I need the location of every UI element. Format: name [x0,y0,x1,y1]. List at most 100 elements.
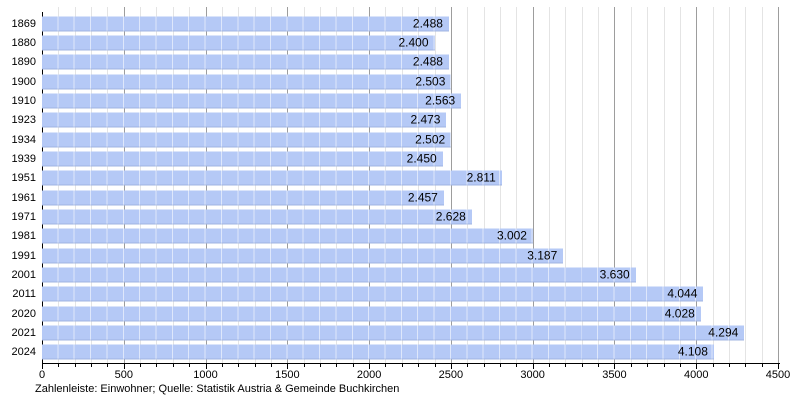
bar-value-label: 4.028 [664,306,695,321]
gridline-minor [630,7,632,363]
x-axis-tick [74,364,76,367]
bar-row: 2.563 [42,91,778,110]
x-axis-tick [630,364,632,367]
x-axis-tick [696,364,698,369]
bar-value-label: 2.563 [425,93,456,108]
bar-row: 2.457 [42,188,778,207]
bar-value-label: 2.488 [412,16,443,31]
bar-value-label: 2.488 [412,54,443,69]
x-axis-tick [156,364,158,367]
gridline-minor [728,7,730,363]
x-axis-tick [303,364,305,367]
x-axis-tick [565,364,567,367]
y-axis-label: 1991 [11,249,36,262]
x-axis-tick-labels: 0 500 1000 1500 2000 2500 3000 3500 4000 4500 [39,369,790,382]
x-axis-tick-label: 4500 [765,369,791,381]
x-axis-tick [516,364,518,367]
x-axis-tick [123,364,125,369]
y-axis-label: 2011 [12,288,36,301]
bar-value-label: 3.187 [527,248,558,263]
x-axis-tick [614,364,616,369]
y-axis-label: 2021 [11,326,36,339]
bar-row: 4.294 [42,323,778,342]
bar-row: 3.630 [42,265,778,284]
x-axis-tick [172,364,174,367]
x-axis-tick [745,364,747,367]
x-axis-tick [712,364,714,367]
population-bar: 3.187 [42,248,564,264]
x-axis-tick [450,364,452,369]
gridline-minor [549,7,551,363]
bar-row: 2.811 [42,169,778,188]
population-bar: 2.457 [42,190,444,206]
x-axis-tick-label: 3000 [520,369,545,381]
y-axis-label: 1951 [11,172,36,185]
bar-row: 3.002 [42,227,778,246]
x-axis-tick [107,364,109,367]
population-bar: 2.502 [42,132,452,148]
bar-value-label: 2.450 [406,151,437,166]
bar-value-label: 3.630 [599,267,630,282]
y-axis-label: 1900 [11,75,36,88]
x-axis-tick [385,364,387,367]
bar-value-label: 2.811 [466,170,496,185]
gridline-minor [598,7,600,363]
gridline-minor [565,7,567,363]
x-axis-tick [549,364,551,367]
x-axis-tick [581,364,583,367]
x-axis-tick-label: 1500 [275,369,300,381]
x-axis-tick [205,364,207,369]
x-axis-line [42,363,780,364]
population-bar: 2.628 [42,209,472,225]
y-axis-label: 2020 [11,307,36,320]
x-axis-tick-label: 1000 [193,369,218,381]
x-axis-tick [532,364,534,369]
bar-row: 2.473 [42,111,778,130]
population-bar: 2.488 [42,54,449,70]
x-axis-tick [647,364,649,367]
bar-value-label: 2.502 [415,132,446,147]
bar-value-label: 2.628 [435,209,466,224]
gridline-minor [663,7,665,363]
x-axis-tick [270,364,272,367]
x-axis-tick-label: 3500 [602,369,627,381]
x-axis-tick [58,364,60,367]
x-axis-ticks [42,363,779,369]
population-bar: 2.811 [42,170,502,186]
bar-value-label: 2.400 [398,35,429,50]
x-axis-tick [761,364,763,367]
x-axis-tick [320,364,322,367]
y-axis-label: 1910 [11,94,36,107]
bar-value-label: 4.294 [708,325,739,340]
x-axis-tick [401,364,403,367]
population-bar: 2.563 [42,93,462,109]
x-axis-tick [221,364,223,367]
gridline-major [614,7,616,363]
y-axis-label: 2001 [11,268,36,281]
population-bar: 4.044 [42,286,704,302]
x-axis-tick [42,364,43,369]
population-bar: 2.503 [42,74,452,90]
population-bar: 2.400 [42,35,435,51]
x-axis-tick [483,364,485,367]
population-bar: 4.294 [42,325,745,341]
bar-value-label: 4.044 [667,286,698,301]
population-bar: 3.002 [42,228,533,244]
bar-row: 2.488 [42,14,778,33]
bar-value-label: 2.457 [407,190,438,205]
y-axis-label: 1890 [11,56,36,69]
population-bar: 4.028 [42,306,701,322]
x-axis-tick [238,364,240,367]
bar-value-label: 4.108 [677,344,708,359]
x-axis-tick [287,364,289,369]
gridline-minor [679,7,681,363]
y-axis-label: 1971 [11,210,36,223]
bar-value-label: 2.473 [410,112,441,127]
population-bar: 2.450 [42,151,443,167]
population-bar: 3.630 [42,267,636,283]
gridline-major [532,7,534,363]
gridline-minor [761,7,763,363]
x-axis-tick-label: 4000 [683,369,709,381]
x-axis-tick [499,364,501,367]
